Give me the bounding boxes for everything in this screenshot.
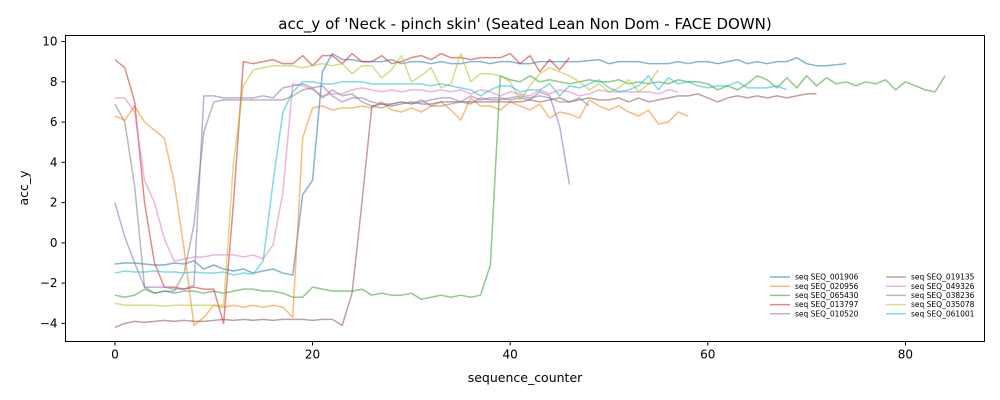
x-tick-label: 0 (111, 348, 119, 362)
chart-title: acc_y of 'Neck - pinch skin' (Seated Lea… (278, 15, 771, 34)
series-line-0 (114, 52, 847, 276)
y-tick-label: −4 (40, 316, 58, 330)
legend-label: seq SEQ_013797 (795, 300, 859, 309)
y-tick-label: −2 (40, 276, 58, 290)
legend-label: seq SEQ_035078 (911, 300, 975, 309)
x-axis-label: sequence_counter (468, 370, 583, 385)
x-tick-label: 20 (305, 348, 320, 362)
x-tick-label: 80 (898, 348, 913, 362)
x-tick-label: 60 (700, 348, 715, 362)
series-line-6 (114, 83, 679, 262)
legend-label: seq SEQ_001906 (795, 273, 859, 282)
legend-label: seq SEQ_049326 (911, 282, 975, 291)
y-tick-label: 2 (50, 196, 58, 210)
legend-label: seq SEQ_038236 (911, 291, 975, 300)
legend-label: seq SEQ_020956 (795, 282, 859, 291)
y-axis-label: acc_y (16, 170, 31, 206)
series-line-2 (114, 75, 946, 300)
y-tick-label: 10 (42, 35, 57, 49)
legend-label: seq SEQ_019135 (911, 273, 975, 282)
series-line-5 (114, 93, 817, 329)
plot-area (114, 52, 946, 329)
series-line-7 (114, 87, 590, 294)
plot-frame (65, 35, 985, 342)
y-axis-ticks: −4 −2 0 2 4 6 8 10 (40, 35, 66, 330)
x-tick-label: 40 (503, 348, 518, 362)
y-tick-label: 8 (50, 75, 58, 89)
legend-label: seq SEQ_065430 (795, 291, 859, 300)
legend-label: seq SEQ_061001 (911, 309, 975, 318)
legend-label: seq SEQ_010520 (795, 309, 859, 318)
series-line-8 (114, 52, 660, 308)
series-line-1 (114, 97, 689, 327)
x-axis-ticks: 0 20 40 60 80 (111, 341, 913, 362)
y-tick-label: 0 (50, 236, 58, 250)
y-tick-label: 4 (50, 155, 58, 169)
series-line-9 (114, 75, 788, 276)
y-tick-label: 6 (50, 115, 58, 129)
series-line-4 (114, 83, 571, 290)
